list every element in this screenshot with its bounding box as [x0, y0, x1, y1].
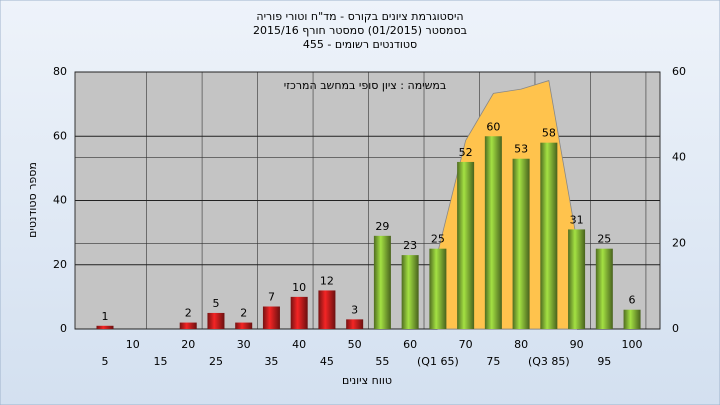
bar — [96, 325, 114, 329]
value-label: 12 — [320, 274, 334, 287]
x-tick-label: 30 — [237, 338, 251, 351]
bar — [623, 309, 641, 329]
bar — [568, 229, 586, 329]
value-label: 7 — [268, 291, 275, 304]
bar — [179, 322, 197, 329]
bar — [290, 296, 308, 329]
value-label: 25 — [431, 233, 445, 246]
bar — [318, 290, 336, 329]
value-label: 25 — [597, 233, 611, 246]
value-label: 52 — [459, 146, 473, 159]
bar — [401, 255, 419, 329]
y-tick-label: 40 — [53, 194, 67, 207]
value-label: 3 — [351, 303, 358, 316]
x-tick-label: 50 — [348, 338, 362, 351]
y-axis-label: מספר סטודנטים — [26, 162, 39, 238]
x-tick-label: 10 — [126, 338, 140, 351]
bar — [540, 142, 558, 329]
value-label: 1 — [102, 310, 109, 323]
y2-tick-label: 60 — [672, 65, 686, 78]
x-tick-label: (Q3 85) — [528, 355, 570, 368]
x-tick-label: 40 — [292, 338, 306, 351]
value-label: 5 — [212, 297, 219, 310]
x-tick-label: (Q1 65) — [417, 355, 459, 368]
bar — [235, 322, 253, 329]
bar — [262, 306, 280, 329]
x-tick-label: 70 — [459, 338, 473, 351]
title-line: בסמסטר (01/2015) סמסטר חורף 2015/16 — [253, 24, 467, 37]
x-tick-label: 45 — [320, 355, 334, 368]
x-tick-label: 100 — [622, 338, 643, 351]
y-tick-label: 60 — [53, 129, 67, 142]
x-tick-label: 55 — [375, 355, 389, 368]
y-tick-label: 20 — [53, 258, 67, 271]
x-tick-label: 20 — [181, 338, 195, 351]
title-line: סטודנטים רשומים - 455 — [303, 38, 417, 51]
bar — [484, 136, 502, 329]
x-tick-label: 90 — [570, 338, 584, 351]
bar — [207, 312, 225, 329]
x-axis-label: טווח ציונים — [342, 374, 392, 387]
bar — [373, 235, 391, 329]
bar — [512, 158, 530, 329]
value-label: 29 — [375, 220, 389, 233]
value-label: 31 — [570, 213, 584, 226]
bar — [595, 248, 613, 329]
x-tick-label: 5 — [102, 355, 109, 368]
annotation: במשימה : ציון סופי במחשב המרכזי — [284, 79, 447, 92]
value-label: 23 — [403, 239, 417, 252]
y2-tick-label: 20 — [672, 236, 686, 249]
bar — [457, 161, 475, 329]
value-label: 2 — [240, 307, 247, 320]
x-tick-label: 75 — [486, 355, 500, 368]
bar — [429, 248, 447, 329]
y2-tick-label: 40 — [672, 151, 686, 164]
x-tick-label: 15 — [153, 355, 167, 368]
x-tick-label: 95 — [597, 355, 611, 368]
y-tick-label: 0 — [60, 322, 67, 335]
y2-tick-label: 0 — [672, 322, 679, 335]
y-tick-label: 80 — [53, 65, 67, 78]
value-label: 58 — [542, 127, 556, 140]
x-tick-label: 80 — [514, 338, 528, 351]
value-label: 60 — [486, 120, 500, 133]
x-tick-label: 25 — [209, 355, 223, 368]
value-label: 6 — [629, 294, 636, 307]
x-tick-label: 35 — [264, 355, 278, 368]
title-line: היסטוגרמת ציונים בקורס - מד"ח וטורי פורי… — [256, 10, 463, 23]
value-label: 53 — [514, 143, 528, 156]
bar — [346, 319, 364, 329]
x-tick-label: 60 — [403, 338, 417, 351]
value-label: 2 — [185, 307, 192, 320]
value-label: 10 — [292, 281, 306, 294]
